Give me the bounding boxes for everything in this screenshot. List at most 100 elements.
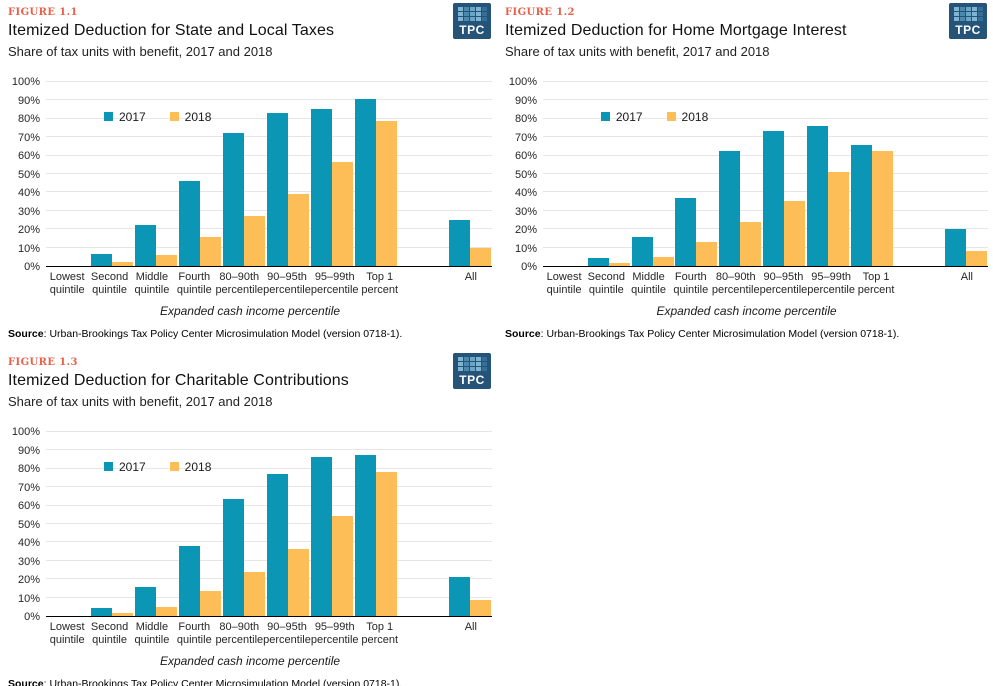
legend-label: 2018 [681, 109, 709, 124]
legend-label: 2018 [184, 459, 212, 474]
bar-2018 [243, 216, 265, 266]
bar-group-90-95th-percentile [266, 432, 310, 616]
y-tick-label: 20% [17, 574, 40, 586]
x-tick-label: 90–95th percentile [263, 271, 311, 297]
y-tick-label: 100% [508, 76, 537, 88]
logo-square [971, 12, 977, 16]
gridline [46, 467, 492, 469]
logo-square [977, 12, 983, 16]
y-tick-label: 30% [17, 205, 40, 218]
source-prefix: Source [505, 328, 541, 340]
y-tick-label: 10% [514, 242, 537, 255]
legend-item-2017: 2017 [103, 460, 146, 474]
logo-square [469, 12, 475, 16]
bar-2018 [470, 247, 491, 266]
plot-area: 2017 2018 [543, 81, 988, 267]
x-axis-labels: Lowest quintile Second quintile Middle quinti… [46, 271, 492, 297]
logo-square [481, 17, 487, 21]
x-tick-label: Second quintile [585, 271, 627, 297]
bar-2018 [696, 242, 718, 266]
x-tick-label-line: quintile [176, 634, 212, 646]
logo-square [481, 7, 487, 11]
x-tick-label-line: 80–90th [715, 271, 756, 283]
bar-group-second-quintile [90, 432, 134, 616]
bar-2018 [111, 613, 133, 616]
legend-swatch-2018 [169, 112, 179, 122]
logo-square [457, 12, 463, 16]
bar-2017 [719, 151, 741, 266]
bar-2018 [608, 263, 630, 266]
bar-group-all [944, 82, 988, 266]
legend-item-2017: 2017 [103, 109, 146, 124]
x-tick-label: Top 1 percent [359, 271, 401, 297]
bar-2017 [449, 577, 470, 616]
logo-square [457, 17, 463, 21]
x-tick-label-line: quintile [631, 284, 666, 296]
legend-item-2018: 2018 [169, 110, 211, 124]
bar-group-middle-quintile [134, 432, 178, 616]
tpc-logo-text: TPC [955, 23, 981, 37]
x-tick-label-line: quintile [176, 284, 212, 296]
y-tick-label: 70% [514, 131, 537, 144]
bar-2017 [945, 229, 967, 266]
legend-swatch-2018 [666, 112, 676, 122]
bar-group-95-99th-percentile [310, 432, 354, 616]
source-text: : Urban-Brookings Tax Policy Center Micr… [540, 328, 900, 340]
bar-groups [46, 82, 492, 266]
figure-title: Itemized Deduction for State and Local T… [8, 22, 335, 39]
x-tick-label-line: All [960, 271, 973, 283]
source-text: : Urban-Brookings Tax Policy Center Micr… [43, 678, 403, 686]
x-tick-label-line: Middle [135, 271, 169, 283]
x-tick-label-line: quintile [92, 634, 127, 646]
chart-salt: 0% 10% 20% 30% 40% 50% 60% 70% 80% 90% 100% 2017 20… [8, 76, 492, 318]
logo-square [977, 17, 983, 21]
y-tick-label: 40% [514, 187, 537, 199]
bar-2018 [331, 162, 353, 266]
y-tick-label: 30% [514, 205, 537, 218]
figure-subtitle: Share of tax units with benefit, 2017 an… [8, 44, 273, 59]
x-tick-label: 95–99th percentile [311, 621, 359, 647]
x-tick-label: Fourth quintile [670, 271, 712, 297]
x-tick-label: All [450, 621, 492, 647]
logo-square [481, 357, 487, 361]
x-tick-label-line: 90–95th [267, 271, 307, 283]
gridline [543, 99, 988, 101]
y-tick-label: 0% [24, 611, 40, 623]
x-tick-label-line: percentile [263, 634, 311, 646]
legend-item-2018: 2018 [169, 459, 212, 474]
bar-2017 [222, 132, 244, 266]
axis-spacer [8, 271, 46, 297]
figure-1-1: FIGURE 1.1 Itemized Deduction for State … [0, 0, 497, 350]
gridline [46, 449, 492, 451]
bar-group-second-quintile [587, 82, 631, 266]
logo-square [953, 7, 959, 11]
legend-label: 2017 [118, 109, 146, 124]
tpc-logo-grid-icon [457, 7, 487, 21]
bar-2018 [155, 606, 177, 616]
x-tick-label: Middle quintile [131, 621, 173, 647]
x-tick-label-line: Middle [135, 621, 169, 633]
x-tick-label: Lowest quintile [543, 271, 585, 297]
x-tick-label-line: quintile [588, 284, 624, 296]
x-tick-label-line: Second [587, 271, 625, 283]
bar-group-top-1-percent [850, 82, 894, 266]
y-tick-label: 0% [521, 261, 537, 273]
x-tick-label-line: percentile [215, 284, 264, 296]
source-note: Source: Urban-Brookings Tax Policy Cente… [505, 328, 988, 340]
bar-2017 [310, 108, 332, 266]
bar-group-middle-quintile [631, 82, 675, 266]
x-tick-label: 80–90th percentile [712, 271, 760, 297]
x-tick-label-line: Top 1 [366, 271, 394, 283]
source-prefix: Source [8, 328, 44, 340]
y-tick-label: 60% [514, 150, 537, 162]
x-tick-label: Middle quintile [627, 271, 669, 297]
bar-2017 [90, 254, 112, 266]
logo-square [953, 17, 959, 21]
axis-spacer [8, 621, 46, 647]
bar-2017 [354, 455, 376, 616]
logo-square [481, 367, 487, 371]
tpc-logo-grid-icon [953, 7, 983, 21]
x-tick-label: 95–99th percentile [311, 271, 359, 297]
bar-group-fourth-quintile [178, 432, 222, 616]
bar-2018 [331, 515, 353, 616]
